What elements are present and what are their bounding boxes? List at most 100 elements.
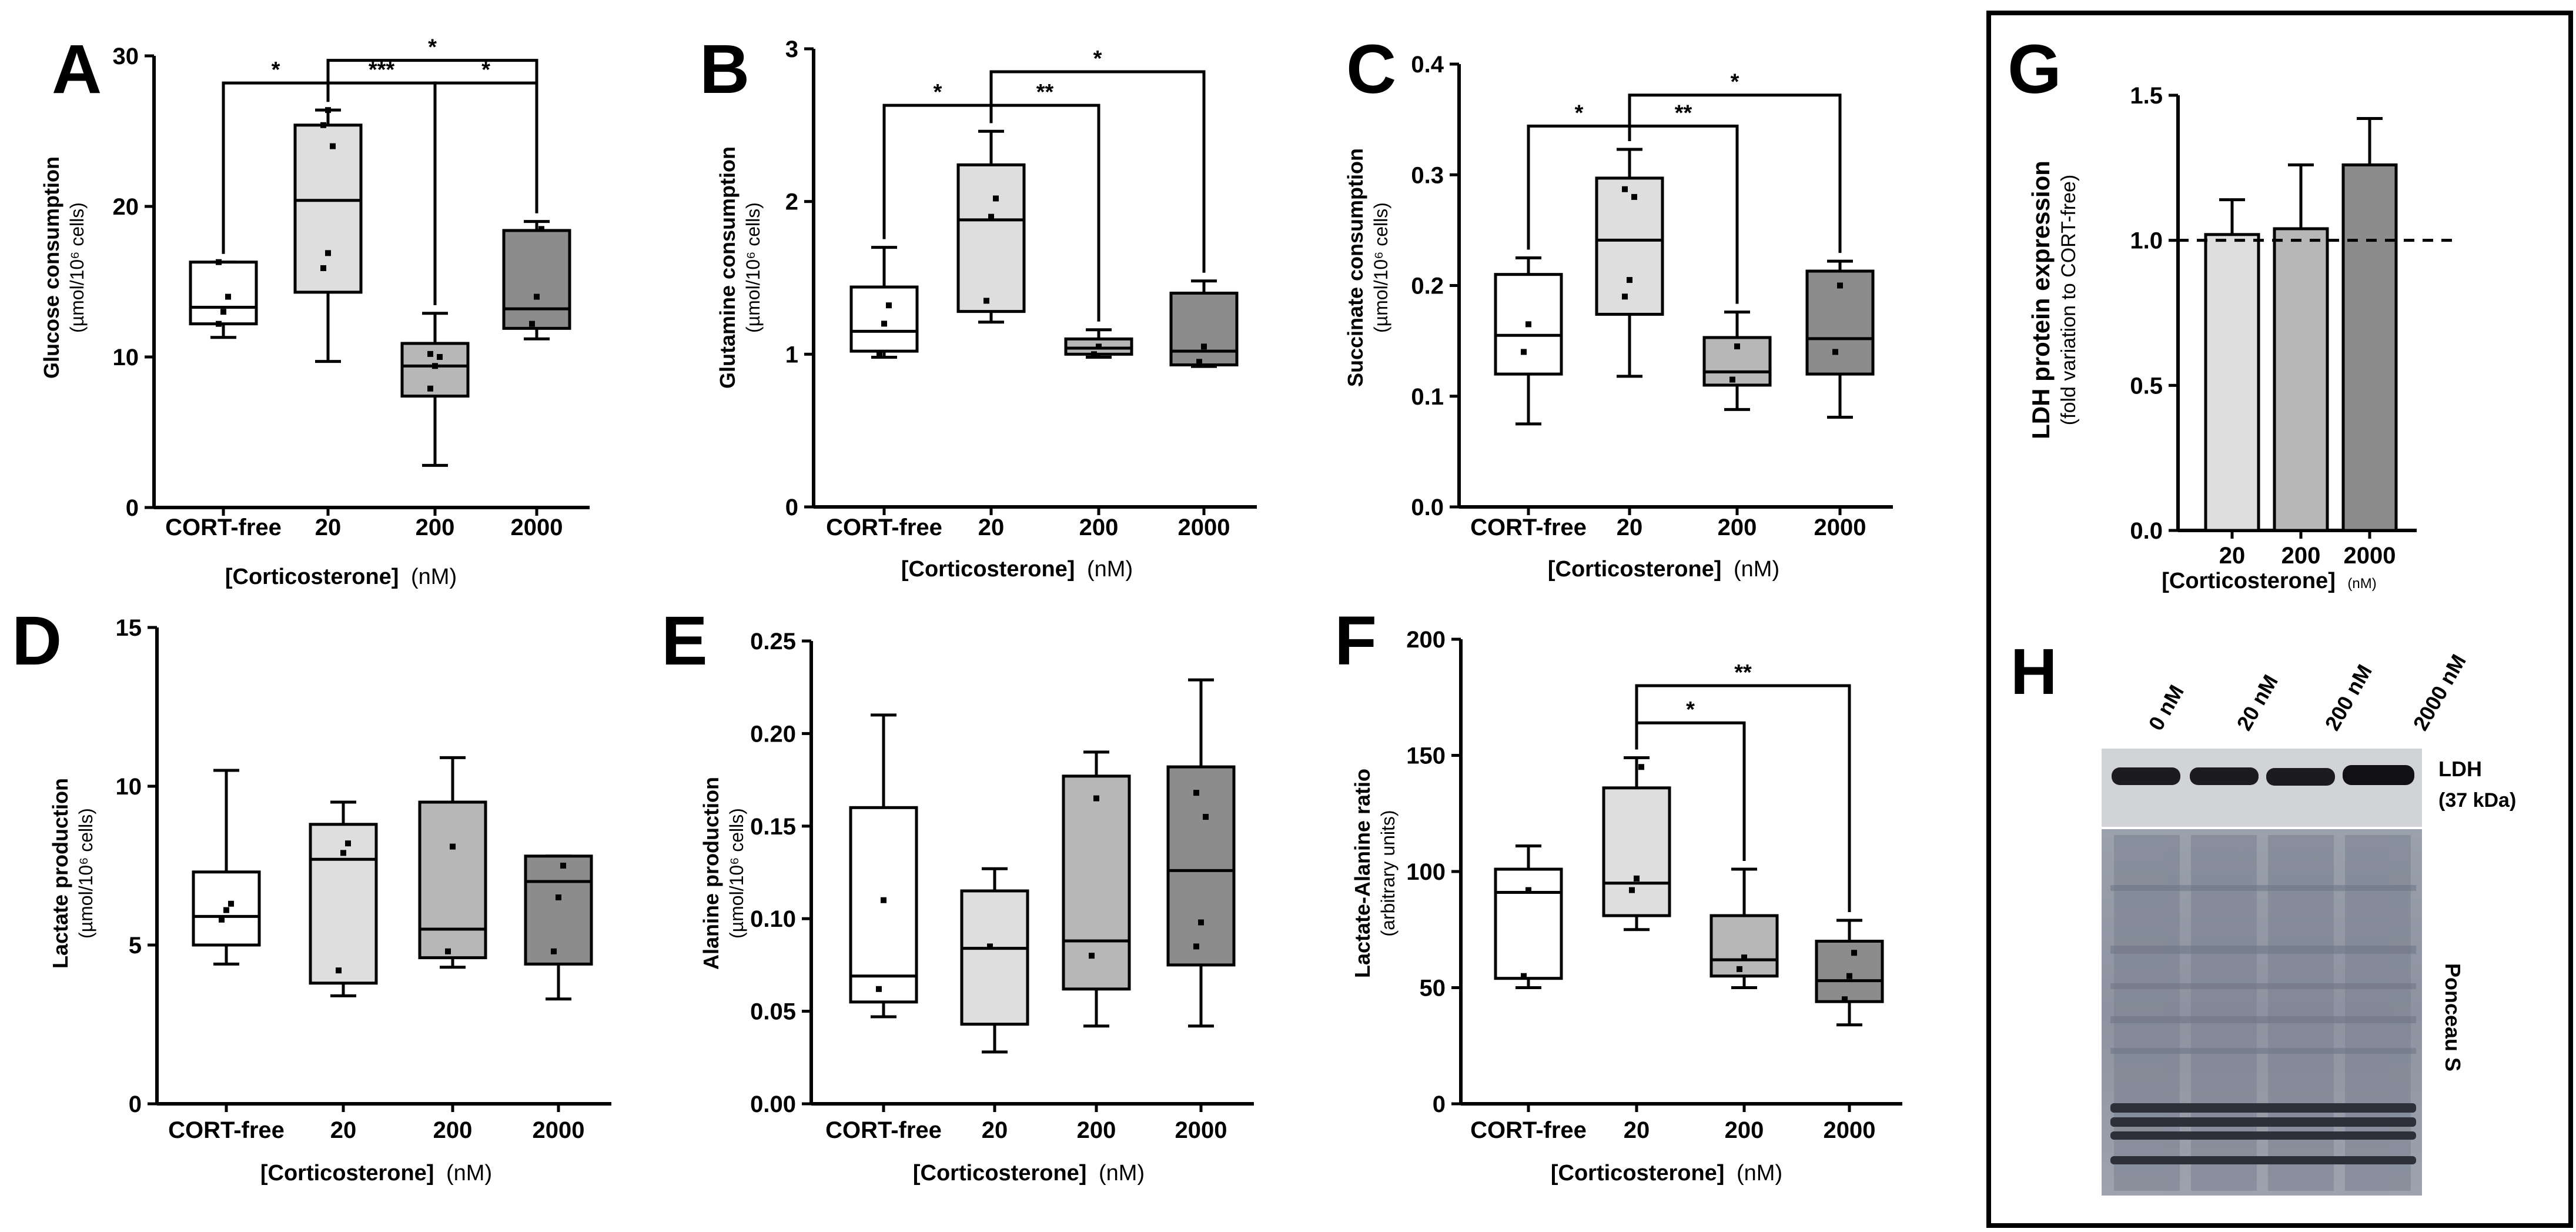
y-label-d: Lactate production (µmol/10⁶ cells) xyxy=(48,778,96,969)
data-point-a-3-0 xyxy=(529,320,535,327)
y-label-main-e: Alanine production xyxy=(699,777,723,970)
x-tick-label-a-3: 2000 xyxy=(511,515,563,540)
y-label-sub-f: (arbitrary units) xyxy=(1377,810,1399,936)
x-label-a: [Corticosterone] (nM) xyxy=(225,565,457,589)
x-tick-label-b-0: CORT-free xyxy=(826,515,942,540)
data-point-a-1-3 xyxy=(320,122,326,128)
data-point-b-1-1 xyxy=(988,213,994,220)
data-point-f-0-1 xyxy=(1525,887,1531,893)
data-point-e-3-0 xyxy=(1193,943,1199,950)
sig-bracket-b-2 xyxy=(989,70,1206,273)
box-a-3 xyxy=(502,220,571,340)
box-body-e-2 xyxy=(1062,774,1131,991)
data-point-b-2-0 xyxy=(1091,351,1097,358)
x-tick-label-d-1: 20 xyxy=(330,1117,357,1143)
data-point-c-3-0 xyxy=(1832,349,1838,355)
y-tick-label-f-2: 100 xyxy=(1406,859,1446,885)
x-label-main-d: [Corticosterone] xyxy=(260,1161,434,1186)
bar-g-2 xyxy=(2341,116,2398,532)
data-point-c-3-1 xyxy=(1837,282,1843,289)
panel-letter-d: D xyxy=(12,602,62,680)
x-tick-label-f-3: 2000 xyxy=(1824,1117,1876,1143)
data-point-d-3-1 xyxy=(556,894,561,900)
x-tick-label-f-2: 200 xyxy=(1725,1117,1764,1143)
y-tick-label-e-0: 0.00 xyxy=(750,1091,796,1117)
y-tick-label-c-3: 0.3 xyxy=(1411,162,1444,188)
data-point-d-0-2 xyxy=(228,900,234,907)
bar-body-g-0 xyxy=(2204,233,2260,532)
x-label-b: [Corticosterone] (nM) xyxy=(901,557,1133,582)
data-point-a-1-2 xyxy=(330,143,336,149)
data-point-d-0-0 xyxy=(219,916,225,923)
data-point-c-1-2 xyxy=(1631,193,1637,200)
y-label-sub-e: (µmol/10⁶ cells) xyxy=(726,808,747,939)
data-point-e-3-1 xyxy=(1198,919,1204,926)
x-tick-label-d-2: 200 xyxy=(433,1117,473,1143)
x-label-d: [Corticosterone] (nM) xyxy=(260,1161,492,1186)
box-body-f-3 xyxy=(1815,940,1884,1003)
box-a-1 xyxy=(293,107,363,363)
data-point-f-3-1 xyxy=(1846,973,1852,979)
y-tick-label-g-0: 0.0 xyxy=(2130,518,2163,544)
data-point-b-2-1 xyxy=(1096,343,1102,350)
x-tick-label-e-0: CORT-free xyxy=(825,1117,942,1143)
data-point-b-3-1 xyxy=(1201,343,1207,350)
sig-label-c-1: ** xyxy=(1675,101,1692,125)
data-point-d-0-1 xyxy=(223,907,229,913)
box-body-e-3 xyxy=(1166,765,1236,967)
box-body-d-2 xyxy=(418,800,487,960)
x-label-main-b: [Corticosterone] xyxy=(901,557,1075,582)
panel-f: F Lactate-Alanine ratio (arbitrary units… xyxy=(1334,602,1902,1186)
sig-label-f-1: ** xyxy=(1734,660,1752,685)
data-point-d-2-0 xyxy=(445,948,451,954)
sig-label-a-3: * xyxy=(428,35,437,60)
data-point-a-1-4 xyxy=(325,107,331,113)
data-point-a-0-1 xyxy=(220,309,226,315)
data-point-a-2-0 xyxy=(427,385,433,392)
y-tick-label-e-3: 0.15 xyxy=(750,814,796,840)
ldh-label: LDH xyxy=(2438,757,2482,781)
y-label-main-d: Lactate production xyxy=(48,778,72,969)
bar-g-1 xyxy=(2273,163,2329,532)
sig-label-c-0: * xyxy=(1575,101,1584,125)
data-point-e-0-0 xyxy=(876,986,882,992)
y-label-main-f: Lactate-Alanine ratio xyxy=(1350,769,1374,978)
x-label-unit-e: (nM) xyxy=(1099,1161,1145,1186)
box-a-0 xyxy=(189,259,258,339)
box-d-1 xyxy=(309,800,378,997)
x-tick-label-f-0: CORT-free xyxy=(1470,1117,1587,1143)
box-c-2 xyxy=(1702,310,1772,411)
box-b-1 xyxy=(956,129,1026,324)
y-label-b: Glutamine consumption (µmol/10⁶ cells) xyxy=(715,146,764,389)
panel-letter-h: H xyxy=(2010,636,2057,708)
x-label-main-a: [Corticosterone] xyxy=(225,565,399,589)
y-label-sub-c: (µmol/10⁶ cells) xyxy=(1370,202,1391,333)
data-point-e-1-0 xyxy=(987,943,993,950)
ldh-kda-label: (37 kDa) xyxy=(2438,789,2516,812)
y-label-g: LDH protein expression (fold variation t… xyxy=(2027,161,2080,439)
data-point-b-0-1 xyxy=(881,320,887,327)
x-tick-label-e-2: 200 xyxy=(1077,1117,1116,1143)
panel-b: B Glutamine consumption (µmol/10⁶ cells)… xyxy=(700,31,1257,582)
y-tick-label-f-4: 200 xyxy=(1406,627,1446,653)
data-point-c-2-1 xyxy=(1734,343,1740,350)
y-tick-label-d-1: 5 xyxy=(129,933,142,959)
box-e-1 xyxy=(960,867,1029,1054)
x-tick-label-e-1: 20 xyxy=(982,1117,1008,1143)
data-point-c-0-0 xyxy=(1521,349,1527,355)
panel-d: D Lactate production (µmol/10⁶ cells) 0 5… xyxy=(12,602,611,1186)
panel-letter-a: A xyxy=(52,31,102,108)
x-label-unit-b: (nM) xyxy=(1087,557,1133,582)
y-tick-label-c-2: 0.2 xyxy=(1411,273,1444,299)
y-label-sub-a: (µmol/10⁶ cells) xyxy=(66,202,88,333)
data-point-b-3-0 xyxy=(1196,359,1202,365)
y-tick-label-g-3: 1.5 xyxy=(2130,83,2163,109)
data-point-f-0-0 xyxy=(1521,973,1527,979)
panel-g: G LDH protein expression (fold variation… xyxy=(2008,31,2452,593)
data-point-c-1-0 xyxy=(1622,293,1628,300)
x-label-main-f: [Corticosterone] xyxy=(1551,1161,1725,1186)
x-label-main-g: [Corticosterone] xyxy=(2162,569,2336,593)
y-label-sub-b: (µmol/10⁶ cells) xyxy=(742,202,764,333)
